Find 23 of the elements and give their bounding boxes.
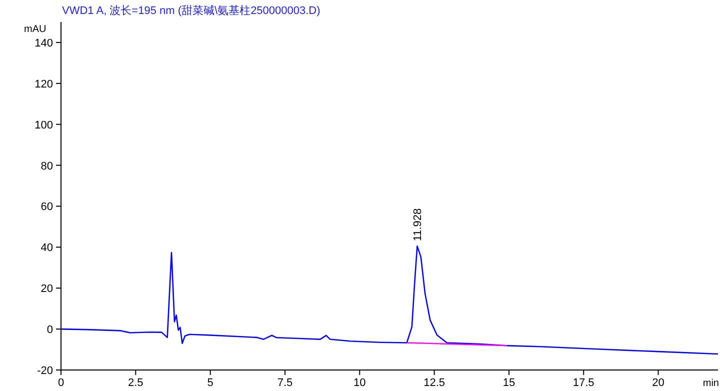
- chart-title: VWD1 A, 波长=195 nm (甜菜碱\氨基柱250000003.D): [62, 4, 320, 17]
- x-tick-label: 7.5: [277, 377, 293, 389]
- annotation: 11.928: [412, 208, 424, 242]
- y-tick-label: -20: [37, 365, 53, 377]
- x-tick-label: 15: [502, 377, 516, 389]
- y-tick-label: 40: [40, 242, 53, 254]
- x-tick-label: 17.5: [572, 377, 594, 389]
- y-tick-label: 140: [34, 37, 53, 50]
- x-tick-label: 5: [207, 377, 214, 389]
- x-tick-label: 10: [354, 377, 366, 389]
- x-tick-label: 12.5: [424, 377, 446, 389]
- y-tick-label: 80: [40, 160, 53, 172]
- y-tick-label: 60: [40, 201, 53, 214]
- x-tick-label: 0: [58, 377, 64, 389]
- y-axis-title: mAU: [24, 24, 46, 35]
- line-series: [60, 246, 719, 355]
- y-tick-label: 100: [34, 119, 53, 132]
- y-tick-label: 0: [46, 324, 53, 336]
- x-tick-label: 2.5: [128, 377, 144, 389]
- x-axis-title: min: [702, 378, 719, 389]
- y-tick-label: 20: [40, 283, 53, 296]
- x-tick-label: 20: [652, 377, 664, 389]
- y-tick-label: 120: [34, 78, 53, 90]
